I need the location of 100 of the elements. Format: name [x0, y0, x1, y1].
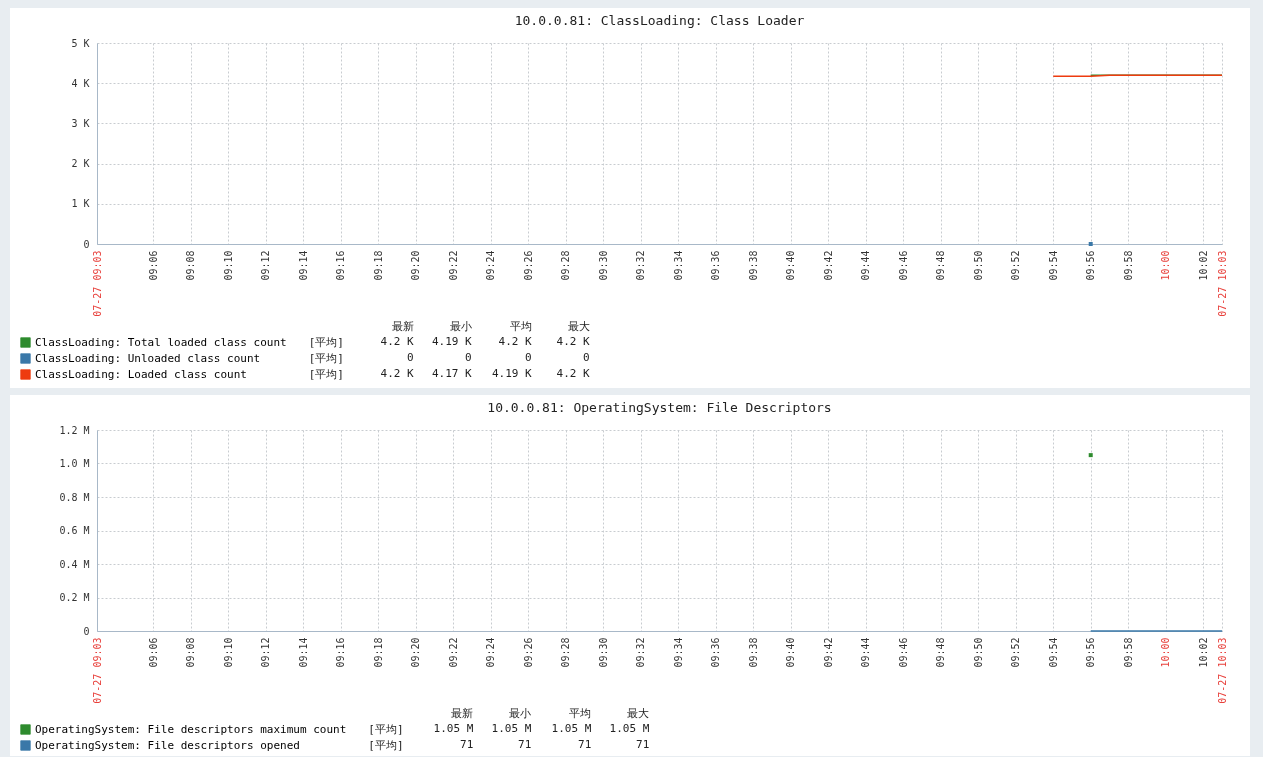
- text: 0: [406, 350, 414, 364]
- x-tick-label: 09:06: [147, 637, 159, 668]
- legend-label: ClassLoading: Loaded class count: [35, 367, 247, 381]
- text: 最小: [448, 318, 472, 334]
- y-tick-label: 0.4 M: [59, 558, 90, 570]
- y-tick-label: 4 K: [71, 77, 90, 89]
- x-tick-label: 09:36: [710, 637, 722, 668]
- x-tick-label: 09:48: [935, 637, 947, 668]
- x-tick-label: 09:22: [447, 250, 459, 281]
- x-tick-label: 09:28: [560, 250, 572, 281]
- x-tick-label: 09:54: [1047, 637, 1059, 668]
- x-tick-label: 09:10: [222, 637, 234, 668]
- text: 1.05 M: [432, 721, 474, 735]
- x-tick-label: 09:32: [635, 250, 647, 281]
- x-tick-label: 09:26: [522, 637, 534, 668]
- legend-label: ClassLoading: Unloaded class count: [35, 351, 261, 365]
- y-tick-label: 0: [83, 625, 90, 637]
- text: [平均]: [308, 334, 344, 350]
- x-tick-label: 09:58: [1122, 637, 1134, 668]
- x-tick-label: 09:34: [672, 250, 684, 281]
- legend-label: OperatingSystem: File descriptors maximum count: [35, 722, 347, 736]
- x-tick-label: 10:00: [1160, 637, 1172, 668]
- x-tick-label: 09:56: [1085, 637, 1097, 668]
- x-tick-label: 09:58: [1122, 250, 1134, 281]
- x-tick-label: 09:56: [1085, 250, 1097, 281]
- x-tick-label: 09:24: [485, 637, 497, 668]
- x-tick-label: 07-27 10:03: [1216, 637, 1228, 704]
- x-tick-label: 09:26: [522, 250, 534, 281]
- legend-label: ClassLoading: Total loaded class count: [35, 335, 287, 349]
- x-tick-label: 09:52: [1010, 250, 1022, 281]
- text: [平均]: [368, 737, 404, 753]
- text: 4.2 K: [497, 334, 532, 348]
- text: 0: [582, 350, 590, 364]
- x-tick-label: 07-27 09:03: [91, 637, 103, 704]
- x-tick-label: 07-27 10:03: [1216, 250, 1228, 317]
- y-tick-label: 1.0 M: [59, 458, 90, 469]
- text: 4.2 K: [555, 334, 590, 348]
- text: 71: [459, 737, 474, 751]
- x-tick-label: 07-27 09:03: [91, 250, 103, 317]
- text: 最新: [390, 318, 414, 334]
- x-tick-label: 09:18: [372, 250, 384, 281]
- x-tick-label: 10:02: [1197, 637, 1209, 668]
- x-tick-label: 09:16: [335, 637, 347, 668]
- text: 4.19 K: [430, 334, 472, 348]
- x-tick-label: 09:46: [897, 637, 909, 668]
- y-tick-label: 0: [83, 238, 90, 250]
- y-tick-label: 0.2 M: [59, 592, 90, 603]
- text: 71: [635, 737, 650, 751]
- x-tick-label: 09:08: [185, 637, 197, 668]
- text: 平均: [508, 318, 532, 334]
- chart-title: 10.0.0.81: ClassLoading: Class Loader: [514, 13, 805, 28]
- text: [平均]: [308, 366, 344, 382]
- text: 1.05 M: [490, 721, 532, 735]
- text: 4.17 K: [430, 366, 472, 380]
- y-tick-label: 5 K: [71, 37, 90, 49]
- text: 最大: [566, 318, 590, 334]
- x-tick-label: 09:42: [822, 250, 834, 281]
- text: 4.19 K: [490, 366, 532, 380]
- x-tick-label: 09:20: [410, 637, 422, 668]
- text: 最小: [508, 705, 532, 721]
- text: 1.05 M: [550, 721, 592, 735]
- text: 71: [577, 737, 592, 751]
- x-tick-label: 09:14: [297, 637, 309, 668]
- text: [平均]: [308, 350, 344, 366]
- x-tick-label: 09:14: [297, 250, 309, 281]
- x-tick-label: 09:32: [635, 637, 647, 668]
- text: 4.2 K: [379, 334, 414, 348]
- y-tick-label: 0.6 M: [59, 525, 90, 536]
- x-tick-label: 09:08: [185, 250, 197, 281]
- y-tick-label: 1 K: [71, 198, 90, 210]
- x-tick-label: 09:12: [260, 637, 272, 668]
- y-tick-label: 0.8 M: [59, 491, 90, 503]
- x-tick-label: 09:54: [1047, 250, 1059, 281]
- x-tick-label: 09:28: [560, 637, 572, 668]
- x-tick-label: 09:44: [860, 250, 872, 281]
- text: 1.05 M: [608, 721, 650, 735]
- x-tick-label: 09:20: [410, 250, 422, 281]
- x-tick-label: 09:30: [597, 637, 609, 668]
- text: 平均: [568, 705, 592, 721]
- text: 0: [464, 350, 472, 364]
- chart-title: 10.0.0.81: OperatingSystem: File Descriptors: [487, 400, 832, 415]
- x-tick-label: 09:42: [822, 637, 834, 668]
- x-tick-label: 09:50: [972, 637, 984, 668]
- x-tick-label: 09:36: [710, 250, 722, 281]
- x-tick-label: 09:16: [335, 250, 347, 281]
- x-tick-label: 10:02: [1197, 250, 1209, 281]
- text: 最新: [450, 705, 474, 721]
- x-tick-label: 09:24: [485, 250, 497, 281]
- x-tick-label: 10:00: [1160, 250, 1172, 281]
- text: 0: [524, 350, 532, 364]
- x-tick-label: 09:38: [747, 637, 759, 668]
- x-tick-label: 09:44: [860, 637, 872, 668]
- text: 最大: [626, 705, 650, 721]
- x-tick-label: 09:52: [1010, 637, 1022, 668]
- text: [平均]: [368, 721, 404, 737]
- text: 4.2 K: [555, 366, 590, 380]
- x-tick-label: 09:48: [935, 250, 947, 281]
- x-tick-label: 09:40: [785, 250, 797, 281]
- x-tick-label: 09:46: [897, 250, 909, 281]
- x-tick-label: 09:12: [260, 250, 272, 281]
